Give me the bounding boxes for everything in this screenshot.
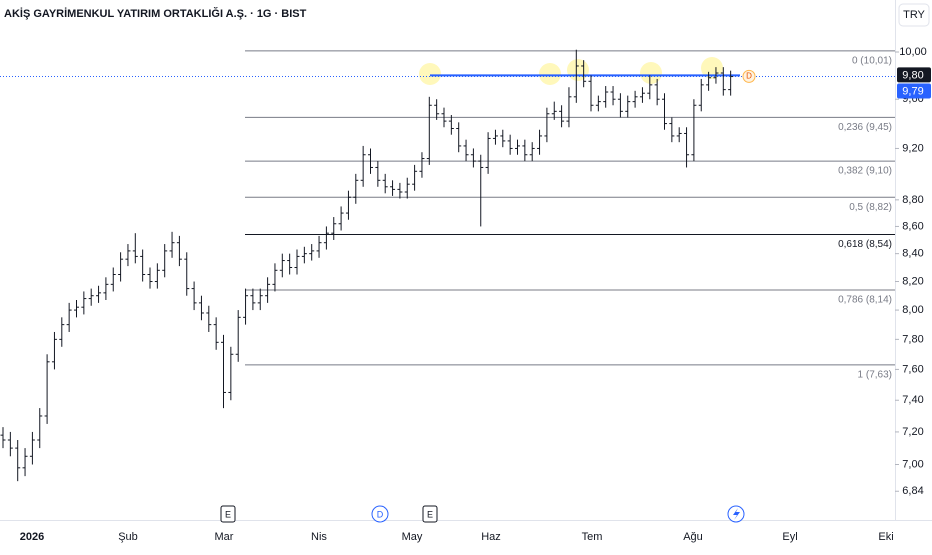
x-tick-label: Tem [582, 531, 603, 543]
y-tick-label: 8,00 [902, 304, 923, 316]
last-price-label: 9,79 [902, 85, 923, 97]
fib-label: 0,5 (8,82) [849, 202, 892, 213]
event-marker[interactable] [371, 505, 389, 523]
y-tick-label: 9,20 [902, 142, 923, 154]
event-marker[interactable] [220, 505, 236, 523]
y-tick-label: 8,80 [902, 194, 923, 206]
x-tick-label: Ağu [683, 531, 703, 543]
y-tick-label: 7,60 [902, 363, 923, 375]
y-tick-label: 7,40 [902, 394, 923, 406]
symbol-title: AKİŞ GAYRİMENKUL YATIRIM ORTAKLIĞI A.Ş. … [4, 7, 307, 20]
highlight-circle [419, 63, 441, 85]
fib-label: 0,618 (8,54) [838, 239, 892, 250]
y-tick-label: 8,40 [902, 248, 923, 260]
fib-label: 1 (7,63) [858, 369, 892, 380]
lightning-icon [733, 508, 740, 520]
currency-label[interactable]: TRY [903, 9, 925, 21]
y-tick-label: 8,60 [902, 220, 923, 232]
price-badge [897, 67, 931, 83]
flag-label: D [746, 71, 752, 80]
x-tick-label: Nis [311, 531, 327, 543]
x-tick-label: Şub [118, 531, 138, 543]
y-tick-label: 10,00 [899, 46, 927, 58]
highlight-circle [640, 62, 662, 84]
y-tick-label: 6,84 [902, 485, 923, 497]
event-label[interactable]: E [225, 509, 231, 519]
x-tick-label: Eyl [782, 531, 797, 543]
flag-marker [742, 69, 756, 83]
y-tick-label: 7,20 [902, 426, 923, 438]
x-tick-label: Mar [215, 531, 234, 543]
currency-button[interactable] [898, 3, 930, 27]
x-tick-label: 2026 [20, 531, 44, 543]
price-badge-label: 9,80 [902, 69, 923, 81]
fib-label: 0,786 (8,14) [838, 295, 892, 306]
y-tick-label: 8,20 [902, 275, 923, 287]
highlight-circle [567, 59, 589, 81]
event-marker[interactable] [422, 505, 438, 523]
last-price-badge [897, 83, 931, 99]
highlight-circle [539, 63, 561, 85]
y-tick-label: 7,80 [902, 333, 923, 345]
event-label[interactable]: E [427, 509, 433, 519]
event-label[interactable]: D [377, 509, 384, 519]
x-tick-label: May [402, 531, 423, 543]
fib-label: 0,236 (9,45) [838, 122, 892, 133]
x-tick-label: Haz [481, 531, 501, 543]
fib-label: 0,382 (9,10) [838, 166, 892, 177]
fib-label: 0 (10,01) [852, 55, 892, 66]
y-tick-label: 7,00 [902, 458, 923, 470]
x-tick-label: Eki [878, 531, 893, 543]
